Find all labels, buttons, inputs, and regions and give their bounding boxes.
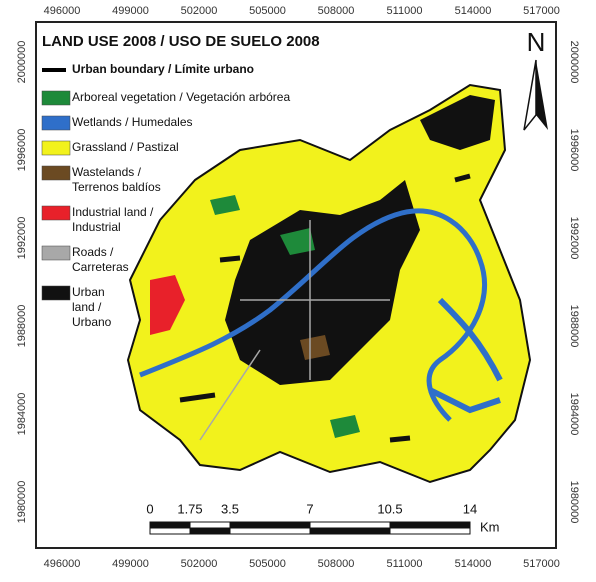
scale-segment — [229, 521, 311, 529]
river — [139, 208, 487, 422]
industrial-land — [150, 275, 185, 335]
y-coordinate-right: 1984000 — [568, 393, 580, 436]
legend-label: Urban — [72, 285, 105, 299]
y-coordinate-left: 1988000 — [16, 305, 28, 348]
legend-label: land / — [72, 300, 102, 314]
legend-label: Grassland / Pastizal — [72, 140, 179, 154]
legend-label: Wetlands / Humedales — [72, 115, 193, 129]
y-coordinate-right: 1996000 — [568, 129, 580, 172]
x-coordinate-bottom: 502000 — [181, 558, 218, 570]
north-arrow-half-dark — [536, 60, 548, 130]
legend-swatch — [41, 205, 71, 221]
scale-unit: Km — [480, 519, 500, 534]
scale-segment — [149, 521, 191, 529]
wetlands — [428, 297, 503, 414]
x-coordinate-top: 508000 — [318, 5, 355, 17]
scale-label: 10.5 — [377, 501, 402, 516]
roads — [199, 220, 390, 441]
scale-label: 3.5 — [221, 501, 239, 516]
scale-segment — [389, 521, 471, 529]
legend-swatch — [41, 115, 71, 131]
y-coordinate-right: 2000000 — [568, 41, 580, 84]
north-arrow — [523, 59, 548, 131]
legend-label: Carreteras — [72, 260, 129, 274]
x-coordinate-top: 502000 — [181, 5, 218, 17]
legend-label: Urbano — [72, 315, 112, 329]
scale-label: 1.75 — [177, 501, 202, 516]
legend-label: Terrenos baldíos — [72, 180, 161, 194]
legend-label: Urban boundary / Límite urbano — [72, 62, 254, 76]
scale-segment — [189, 527, 231, 535]
x-coordinate-top: 511000 — [387, 5, 423, 17]
legend-label: Industrial land / — [72, 205, 154, 219]
y-coordinate-left: 1996000 — [16, 129, 28, 172]
y-coordinate-left: 1984000 — [16, 393, 28, 436]
y-coordinate-left: 1980000 — [16, 481, 28, 524]
x-coordinate-bottom: 499000 — [112, 558, 149, 570]
scale-segment — [149, 527, 191, 535]
x-coordinate-bottom: 517000 — [523, 558, 560, 570]
urban-land — [225, 180, 420, 385]
x-coordinate-top: 517000 — [523, 5, 560, 17]
scale-label: 14 — [463, 501, 477, 516]
y-coordinate-right: 1992000 — [568, 217, 580, 260]
scale-segment — [309, 521, 391, 529]
legend-swatch — [41, 90, 71, 106]
legend-label: Arboreal vegetation / Vegetación arbórea — [72, 90, 290, 104]
x-coordinate-bottom: 514000 — [455, 558, 492, 570]
scale-segment — [189, 521, 231, 529]
scale-segment — [229, 527, 311, 535]
y-coordinate-left: 2000000 — [16, 41, 28, 84]
x-coordinate-bottom: 511000 — [387, 558, 423, 570]
legend-label: Wastelands / — [72, 165, 142, 179]
legend-label: Roads / — [72, 245, 114, 259]
urban-land-north — [420, 95, 495, 150]
legend-swatch — [41, 285, 71, 301]
x-coordinate-top: 499000 — [112, 5, 149, 17]
map-title: LAND USE 2008 / USO DE SUELO 2008 — [42, 33, 320, 50]
x-coordinate-top: 514000 — [455, 5, 492, 17]
scale-segment — [309, 527, 391, 535]
arboreal-vegetation — [210, 195, 360, 438]
scale-label: 7 — [306, 501, 313, 516]
scale-label: 0 — [146, 501, 153, 516]
legend-swatch — [41, 140, 71, 156]
y-coordinate-right: 1988000 — [568, 305, 580, 348]
x-coordinate-top: 505000 — [249, 5, 286, 17]
x-coordinate-bottom: 505000 — [249, 558, 286, 570]
north-label: N — [527, 27, 546, 57]
urban-patches — [179, 173, 471, 443]
scale-segment — [389, 527, 471, 535]
north-arrow-half-light — [523, 59, 537, 131]
y-coordinate-right: 1980000 — [568, 481, 580, 524]
wastelands — [300, 335, 330, 360]
x-coordinate-bottom: 496000 — [44, 558, 81, 570]
legend-swatch — [41, 245, 71, 261]
x-coordinate-top: 496000 — [44, 5, 81, 17]
x-coordinate-bottom: 508000 — [318, 558, 355, 570]
map-area — [126, 83, 532, 484]
legend-label: Industrial — [72, 220, 121, 234]
legend-swatch — [41, 165, 71, 181]
y-coordinate-left: 1992000 — [16, 217, 28, 260]
